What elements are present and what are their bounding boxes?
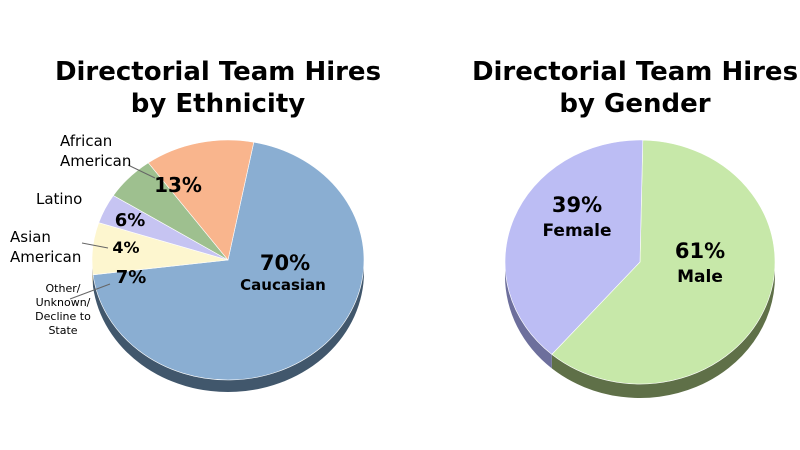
- gender-pie-slices: [504, 139, 776, 385]
- slice-label-asian-american-pct: 4%: [112, 238, 139, 257]
- gender-chart-title-line-1: Directorial Team Hires: [472, 57, 798, 87]
- callout-latino: Latino: [36, 190, 82, 208]
- slice-label-female-name: Female: [543, 221, 612, 241]
- pie-side-other-unknown-decline-to-state: [92, 260, 94, 287]
- slice-label-caucasian-name: Caucasian: [240, 276, 326, 294]
- ethnicity-pie-depth: [92, 260, 364, 392]
- callout-african-american-line-1: African: [60, 132, 112, 150]
- gender-chart: Directorial Team Hires by Gender 39% Fem…: [472, 57, 798, 399]
- ethnicity-chart-title-line-1: Directorial Team Hires: [55, 57, 381, 87]
- pie-slice-african-american: [147, 139, 255, 261]
- callout-asian-american-line-2: American: [10, 248, 81, 266]
- ethnicity-chart: Directorial Team Hires by Ethnicity Afri…: [10, 57, 381, 392]
- gender-chart-title-line-2: by Gender: [559, 89, 710, 119]
- pie-slice-male: [551, 139, 776, 385]
- slice-label-caucasian-pct: 70%: [260, 251, 310, 275]
- callout-other-line-3: Decline to: [35, 310, 91, 323]
- leader-line-african-american: [127, 164, 156, 179]
- pie-side-male: [551, 262, 775, 399]
- pie-slice-caucasian: [92, 141, 365, 381]
- slice-label-latino-pct: 6%: [115, 210, 146, 231]
- slice-label-male-name: Male: [677, 267, 723, 287]
- pie-slice-female: [504, 139, 644, 355]
- pie-side-female: [505, 262, 552, 369]
- slice-label-african-american-pct: 13%: [154, 173, 202, 197]
- gender-pie-depth: [505, 262, 775, 399]
- leader-line-other: [69, 283, 111, 300]
- callout-other-line-4: State: [48, 324, 77, 337]
- slice-label-other-pct: 7%: [116, 267, 147, 288]
- leader-line-asian-american: [81, 242, 109, 249]
- ethnicity-chart-title-line-2: by Ethnicity: [131, 89, 305, 119]
- slice-label-male-pct: 61%: [675, 239, 725, 263]
- callout-asian-american-line-1: Asian: [10, 228, 51, 246]
- ethnicity-pie-slices: [91, 139, 365, 381]
- callout-other-line-2: Unknown/: [36, 296, 91, 309]
- slice-label-female-pct: 39%: [552, 193, 602, 217]
- callout-african-american-line-2: American: [60, 152, 131, 170]
- callout-other-line-1: Other/: [46, 282, 81, 295]
